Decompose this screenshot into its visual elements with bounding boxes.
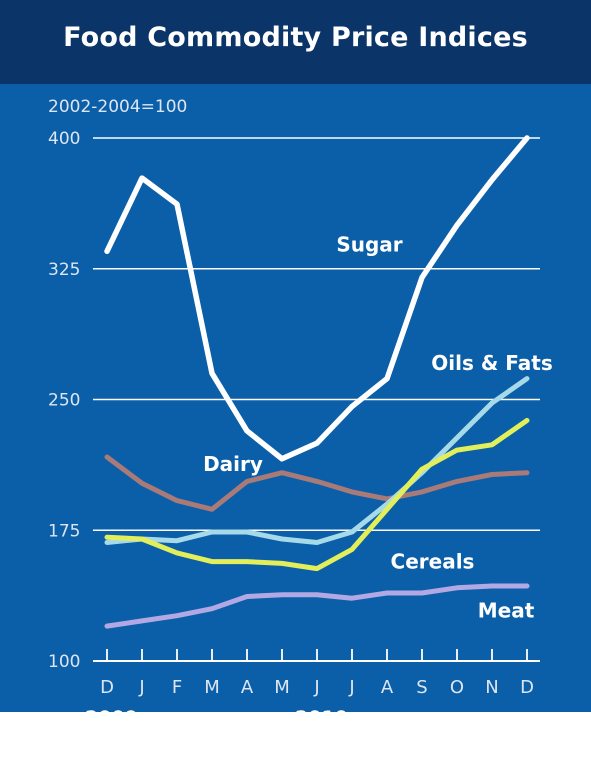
x-tick-label: A [241, 677, 254, 698]
series-line-oils-fats [104, 376, 530, 545]
series-label: Cereals [391, 550, 475, 574]
series-label: Sugar [336, 232, 402, 256]
x-tick-label: M [274, 677, 290, 698]
x-tick-label: D [520, 677, 534, 698]
caption-band [0, 712, 591, 769]
x-tick-label: O [450, 677, 464, 698]
y-tick-labels: 100 175 250 325 400 [48, 129, 80, 672]
gridlines [93, 137, 540, 662]
y-tick-label: 400 [48, 129, 80, 149]
y-tick-label: 325 [48, 260, 80, 280]
series-label: Meat [478, 598, 535, 622]
x-tick-label: F [172, 677, 182, 698]
series-lines [104, 135, 530, 629]
x-tick-label: S [416, 677, 427, 698]
series-line-sugar [104, 135, 530, 462]
x-tick-label: J [138, 677, 144, 698]
series-label: Oils & Fats [431, 351, 552, 375]
title-bar [0, 0, 591, 84]
x-tick-label: D [100, 677, 114, 698]
y-tick-label: 250 [48, 391, 80, 411]
x-tick-label: J [313, 677, 319, 698]
y-tick-label: 100 [48, 652, 80, 672]
series-line-meat [104, 583, 530, 629]
series-line-dairy [104, 454, 530, 512]
x-tick-label: J [348, 677, 354, 698]
series-line-cereals [104, 417, 530, 572]
chart-title: Food Commodity Price Indices [63, 22, 528, 53]
y-tick-label: 175 [48, 521, 80, 541]
series-label: Dairy [203, 452, 263, 476]
x-tick-label: A [381, 677, 394, 698]
y-axis-unit: 2002-2004=100 [48, 97, 187, 117]
x-tick-label: N [485, 677, 498, 698]
x-tick-label: M [204, 677, 220, 698]
